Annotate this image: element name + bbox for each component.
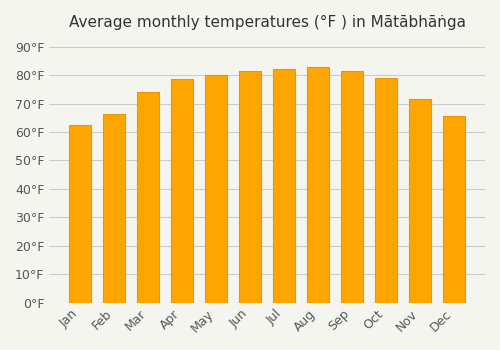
Bar bbox=[171, 79, 193, 303]
Bar bbox=[137, 92, 159, 303]
Bar bbox=[443, 116, 465, 303]
Bar bbox=[307, 66, 329, 303]
Bar bbox=[273, 69, 295, 303]
Bar bbox=[239, 71, 261, 303]
Bar bbox=[341, 71, 363, 303]
Title: Average monthly temperatures (°F ) in Mātābhāṅga: Average monthly temperatures (°F ) in Mā… bbox=[68, 15, 466, 30]
Bar bbox=[69, 125, 92, 303]
Bar bbox=[409, 99, 431, 303]
Bar bbox=[205, 75, 227, 303]
Bar bbox=[375, 78, 397, 303]
Bar bbox=[103, 113, 126, 303]
